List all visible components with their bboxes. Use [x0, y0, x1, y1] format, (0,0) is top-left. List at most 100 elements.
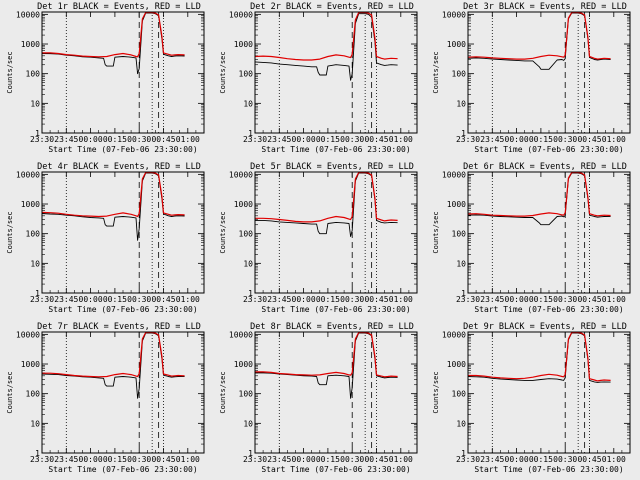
y-tick-label: 100 — [26, 230, 41, 239]
y-tick-label: 1 — [35, 289, 40, 298]
x-tick-label: 23:45 — [480, 455, 504, 464]
x-axis-label: Start Time (07-Feb-06 23:30:00) — [261, 145, 410, 154]
series-line-events — [254, 13, 398, 81]
x-tick-label: 23:45 — [54, 295, 78, 304]
y-axis-label: Counts/sec — [219, 51, 227, 93]
y-tick-label: 1000 — [21, 40, 40, 49]
x-tick-label: 00:30 — [127, 295, 151, 304]
x-tick-label: 00:00 — [292, 295, 316, 304]
x-tick-label: 00:45 — [151, 455, 175, 464]
chart-title: Det 5r BLACK = Events, RED = LLD — [250, 162, 414, 172]
plot-frame — [467, 11, 631, 134]
series-line-lld — [254, 11, 398, 61]
x-tick-label: 23:30 — [30, 295, 54, 304]
series-line-events — [467, 332, 611, 383]
y-tick-label: 10000 — [229, 330, 253, 339]
y-tick-label: 10 — [243, 419, 253, 428]
chart-panel-7: Det 7r BLACK = Events, RED = LLD Counts/s… — [6, 322, 205, 474]
series-line-lld — [467, 11, 611, 60]
y-axis-label: Counts/sec — [432, 211, 440, 253]
x-axis-label: Start Time (07-Feb-06 23:30:00) — [261, 305, 410, 314]
y-tick-label: 10000 — [229, 170, 253, 179]
x-tick-label: 23:30 — [30, 455, 54, 464]
x-tick-label: 00:45 — [151, 135, 175, 144]
y-tick-label: 10 — [30, 99, 40, 108]
y-tick-label: 1 — [461, 129, 466, 138]
y-axis-label: Counts/sec — [6, 371, 14, 413]
x-tick-label: 00:15 — [103, 135, 127, 144]
chart-panel-4: Det 4r BLACK = Events, RED = LLD Counts/s… — [6, 162, 205, 314]
y-tick-label: 10 — [243, 99, 253, 108]
x-tick-label: 23:30 — [30, 135, 54, 144]
y-tick-label: 100 — [26, 70, 41, 79]
chart-panel-2: Det 2r BLACK = Events, RED = LLD Counts/s… — [219, 2, 418, 154]
x-tick-label: 23:45 — [267, 135, 291, 144]
y-tick-label: 100 — [239, 230, 254, 239]
y-tick-label: 10000 — [16, 10, 40, 19]
x-tick-label: 00:45 — [577, 455, 601, 464]
x-tick-label: 00:30 — [127, 135, 151, 144]
x-tick-label: 00:00 — [505, 295, 529, 304]
x-tick-label: 00:30 — [340, 135, 364, 144]
x-tick-label: 00:15 — [529, 455, 553, 464]
x-tick-label: 01:00 — [602, 455, 626, 464]
x-tick-label: 00:00 — [505, 135, 529, 144]
x-tick-label: 00:30 — [553, 135, 577, 144]
x-tick-label: 00:00 — [292, 455, 316, 464]
series-line-lld — [42, 11, 185, 58]
x-tick-label: 01:00 — [602, 135, 626, 144]
y-tick-label: 10000 — [442, 330, 466, 339]
chart-title: Det 6r BLACK = Events, RED = LLD — [463, 162, 627, 172]
y-tick-label: 10 — [30, 259, 40, 268]
y-tick-label: 1000 — [234, 40, 253, 49]
x-tick-label: 01:00 — [602, 295, 626, 304]
x-axis-label: Start Time (07-Feb-06 23:30:00) — [48, 305, 197, 314]
plot-frame — [467, 171, 631, 294]
y-tick-label: 100 — [452, 70, 467, 79]
x-tick-label: 00:30 — [340, 455, 364, 464]
y-tick-label: 1000 — [447, 40, 466, 49]
y-axis-label: Counts/sec — [6, 211, 14, 253]
x-tick-label: 00:45 — [364, 295, 388, 304]
x-tick-label: 23:30 — [243, 135, 267, 144]
chart-panel-3: Det 3r BLACK = Events, RED = LLD Counts/s… — [432, 2, 631, 154]
series-line-lld — [41, 171, 185, 218]
chart-panel-5: Det 5r BLACK = Events, RED = LLD Counts/s… — [219, 162, 418, 314]
x-tick-label: 00:15 — [103, 295, 127, 304]
y-tick-label: 1 — [35, 449, 40, 458]
plot-frame — [41, 171, 205, 294]
y-tick-label: 10000 — [229, 10, 253, 19]
y-tick-label: 10 — [30, 419, 40, 428]
x-tick-label: 00:30 — [340, 295, 364, 304]
series-line-events — [467, 12, 611, 70]
x-tick-label: 23:30 — [456, 455, 480, 464]
chart-panel-6: Det 6r BLACK = Events, RED = LLD Counts/s… — [432, 162, 631, 314]
series-line-events — [41, 172, 185, 241]
x-tick-label: 00:15 — [316, 135, 340, 144]
y-tick-label: 1000 — [234, 200, 253, 209]
x-tick-label: 01:00 — [176, 135, 200, 144]
y-tick-label: 1 — [248, 449, 253, 458]
y-tick-label: 100 — [26, 390, 41, 399]
x-tick-label: 00:30 — [553, 295, 577, 304]
chart-title: Det 2r BLACK = Events, RED = LLD — [250, 2, 414, 12]
y-tick-label: 1 — [461, 289, 466, 298]
x-tick-label: 23:30 — [243, 455, 267, 464]
y-tick-label: 100 — [452, 390, 467, 399]
x-tick-label: 01:00 — [389, 455, 413, 464]
x-tick-label: 00:15 — [103, 455, 127, 464]
x-tick-label: 00:45 — [364, 135, 388, 144]
chart-title: Det 9r BLACK = Events, RED = LLD — [463, 322, 627, 332]
x-tick-label: 23:30 — [456, 135, 480, 144]
plot-frame — [41, 11, 205, 134]
series-line-lld — [255, 331, 398, 378]
series-line-events — [41, 332, 185, 399]
chart-title: Det 8r BLACK = Events, RED = LLD — [250, 322, 414, 332]
x-tick-label: 23:45 — [54, 135, 78, 144]
y-tick-label: 10 — [456, 99, 466, 108]
series-line-lld — [468, 331, 611, 382]
plot-frame — [254, 331, 418, 454]
y-axis-label: Counts/sec — [219, 211, 227, 253]
plot-frame — [467, 331, 631, 454]
